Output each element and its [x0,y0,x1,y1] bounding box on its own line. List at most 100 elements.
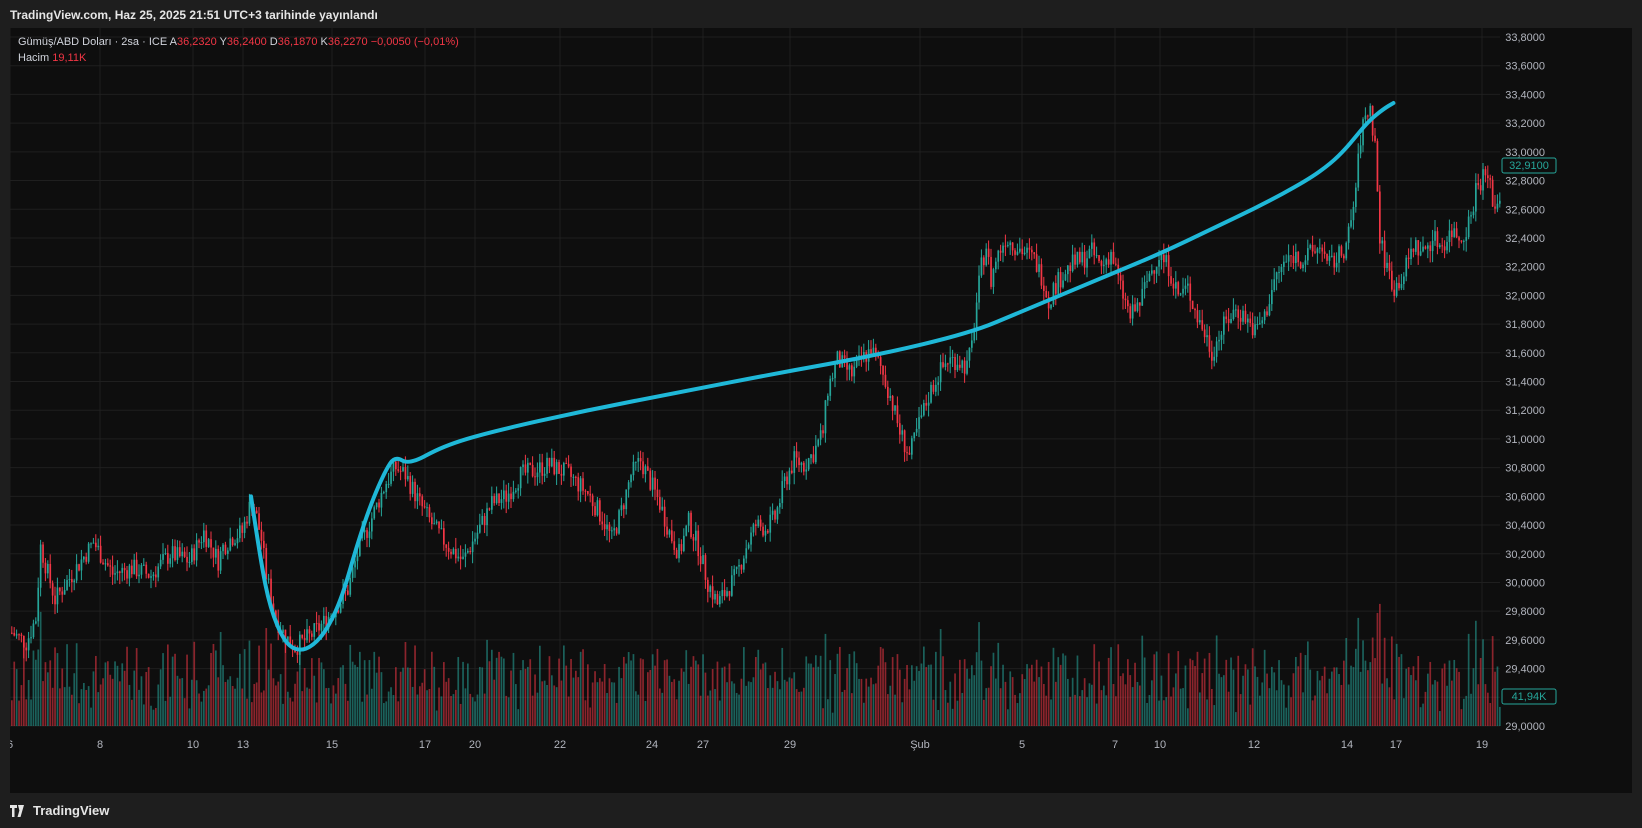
volume-bar [867,686,870,726]
candle-body [1369,105,1372,117]
volume-bar [102,678,104,726]
volume-bar [23,642,25,726]
volume-bar [90,707,92,726]
candle-body [289,636,292,647]
volume-bar [1331,671,1333,726]
volume-bar [891,657,894,726]
candle-body [810,454,812,459]
volume-bar [99,684,102,726]
volume-bar [894,694,896,726]
candle-body [666,526,668,535]
candle-body [992,269,995,287]
volume-bar [315,702,318,726]
candle-body [270,578,272,604]
brand[interactable]: TradingView [10,803,109,818]
candle-body [287,636,289,645]
volume-bar [1052,647,1055,726]
candle-body [1033,252,1036,255]
volume-bar [68,686,71,726]
chart-panel[interactable]: 29,000029,200029,400029,600029,800030,00… [7,28,1632,793]
volume-bar [323,669,325,726]
volume-bar [812,667,815,726]
volume-bar [119,681,121,726]
volume-bar [299,646,301,726]
candle-body [685,525,688,536]
candle-body [157,566,160,578]
candle-body [1100,261,1103,266]
candle-body [1004,245,1007,247]
candle-body [267,578,270,580]
candle-body [649,470,652,490]
volume-bar [803,687,805,726]
volume-bar [649,669,652,726]
volume-bar [476,694,479,726]
volume-bar [1386,678,1388,726]
candle-body [1242,310,1244,322]
candle-body [1110,251,1112,265]
volume-bar [1196,651,1199,726]
candle-body [1139,302,1141,306]
volume-bar [1062,653,1064,726]
candle-body [851,365,853,377]
candle-body [553,457,556,475]
volume-bar [661,692,664,726]
candle-body [1160,254,1163,261]
candle-body [1451,230,1453,237]
y-tick-label: 31,8000 [1505,319,1545,331]
y-tick-label: 29,4000 [1505,664,1545,676]
candle-body [591,495,594,507]
candle-body [908,452,911,455]
candle-body [1153,270,1156,274]
volume-bar [495,657,498,726]
volume-bar [726,682,728,726]
candle-body [1407,257,1410,260]
candle-body [930,384,932,403]
candle-body [913,432,916,439]
candle-body [1285,261,1288,263]
volume-bar [855,663,858,726]
close-label: K [320,36,328,48]
candle-body [942,362,944,367]
volume-bar [966,668,968,726]
candle-body [351,567,354,578]
candle-body [414,481,416,502]
volume-bar [858,678,860,726]
candle-body [203,530,205,543]
volume-bar [827,699,829,726]
candle-body [447,547,450,552]
price-chart[interactable]: 29,000029,200029,400029,600029,800030,00… [7,28,1632,793]
volume-bar [287,691,289,726]
volume-bar [59,688,61,726]
volume-bar [416,694,419,726]
volume-bar [587,664,589,726]
candle-body [1287,255,1290,262]
candle-body [925,403,928,406]
volume-bar [325,688,328,726]
candle-body [347,590,349,595]
volume-bar [942,656,944,726]
candle-body [167,553,169,564]
candle-body [140,565,143,575]
volume-bar [378,656,380,726]
volume-bar [539,645,541,726]
volume-bar [419,686,421,726]
candle-body [776,507,779,520]
volume-bar [515,684,517,726]
candle-body [1086,258,1088,268]
volume-bar [284,643,287,726]
candle-body [853,366,856,377]
volume-bar [731,681,733,726]
volume-bar [479,666,481,726]
x-tick-label: 7 [1112,739,1118,751]
volume-bar [791,678,793,726]
candle-body [1206,335,1208,338]
candle-body [673,541,676,550]
volume-bar [690,666,692,726]
volume-bar [836,653,839,726]
volume-bar [843,689,846,726]
candle-body [697,530,700,557]
candle-body [1196,310,1199,323]
candle-body [1143,282,1146,289]
volume-bar [1242,675,1244,726]
candle-body [1297,251,1300,263]
